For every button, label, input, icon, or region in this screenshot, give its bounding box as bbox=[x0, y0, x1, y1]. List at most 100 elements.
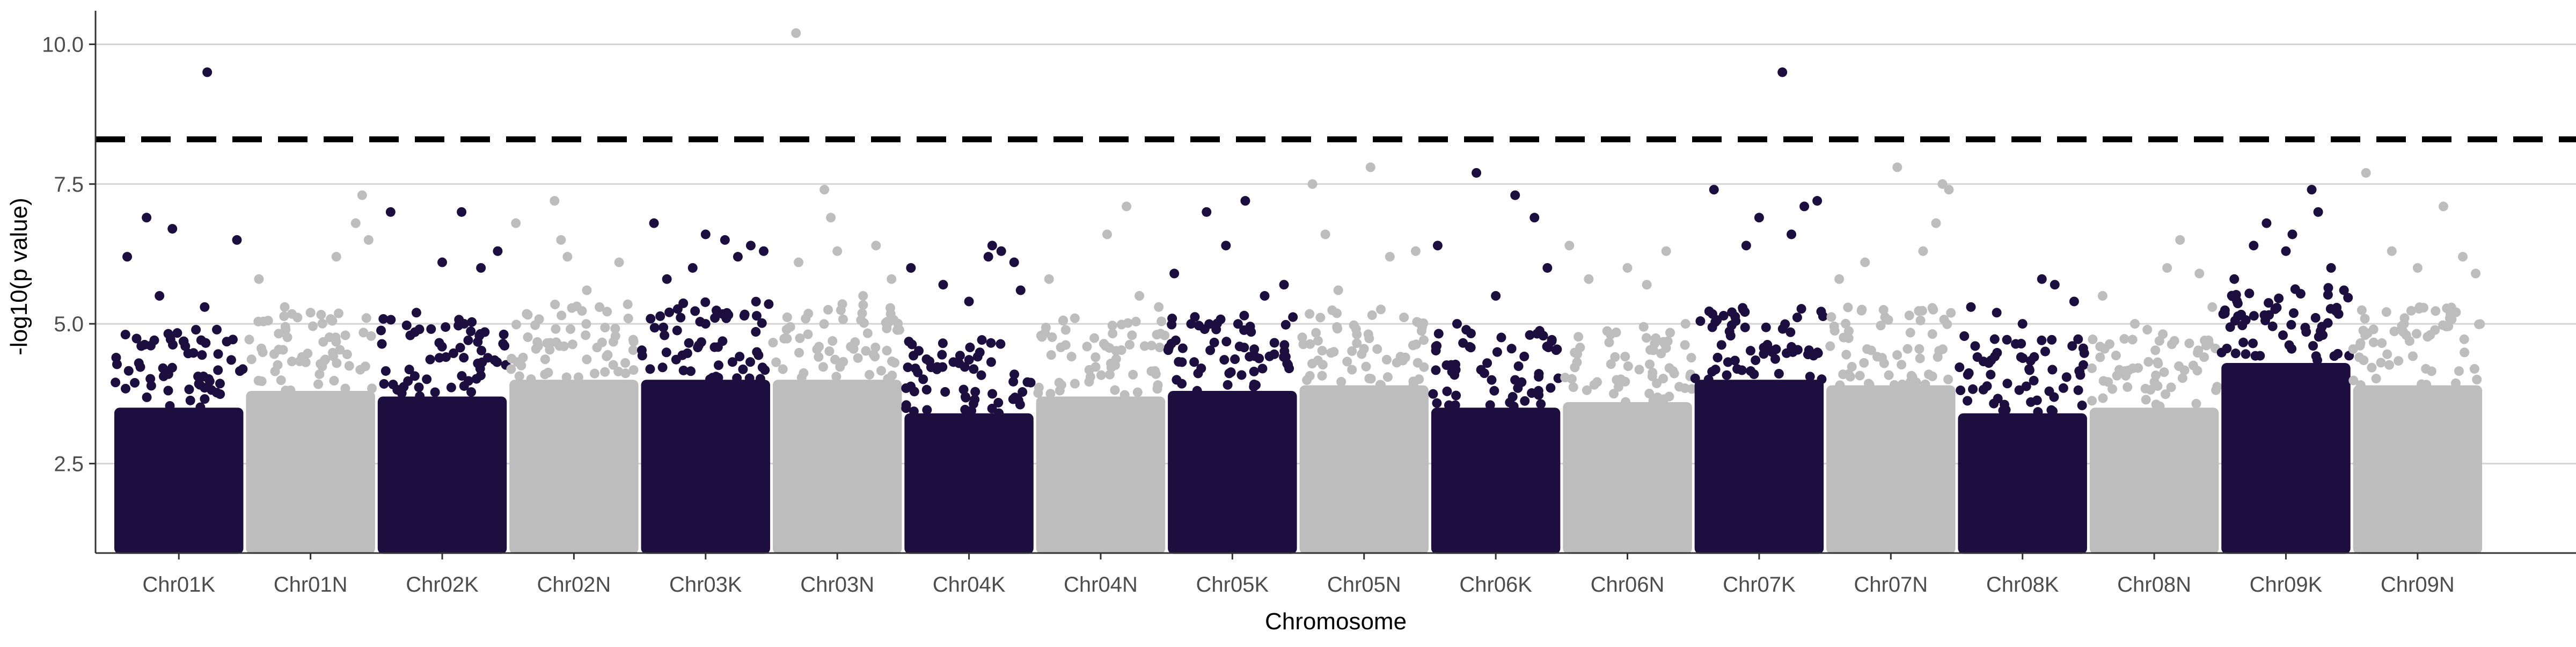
data-point bbox=[1805, 372, 1815, 382]
data-point bbox=[1686, 353, 1696, 363]
data-point bbox=[278, 345, 288, 355]
data-point bbox=[459, 381, 469, 391]
x-tick-label: Chr09K bbox=[2250, 573, 2323, 597]
data-point bbox=[2098, 393, 2108, 403]
data-point bbox=[882, 346, 892, 356]
data-point bbox=[1534, 369, 1544, 379]
data-point bbox=[185, 395, 195, 405]
points-layer bbox=[111, 28, 2485, 554]
data-point bbox=[1722, 370, 1732, 380]
data-point bbox=[751, 327, 761, 337]
data-point bbox=[2295, 289, 2306, 299]
data-point bbox=[377, 339, 387, 349]
data-point bbox=[1046, 350, 1056, 360]
data-point bbox=[1091, 362, 1101, 372]
data-point bbox=[1774, 368, 1784, 379]
data-point bbox=[858, 300, 868, 310]
data-point bbox=[1780, 319, 1790, 329]
data-point bbox=[2095, 352, 2105, 362]
data-point bbox=[215, 379, 225, 389]
data-point bbox=[2238, 337, 2249, 347]
data-point bbox=[1058, 315, 1069, 325]
data-point bbox=[1082, 341, 1092, 352]
data-point bbox=[1613, 382, 1623, 392]
data-point bbox=[165, 401, 175, 411]
data-point bbox=[149, 335, 159, 345]
data-point bbox=[2211, 385, 2221, 395]
data-point bbox=[2438, 201, 2448, 212]
data-point bbox=[577, 306, 587, 316]
data-point bbox=[1889, 380, 1899, 390]
data-point bbox=[2058, 383, 2068, 393]
data-point bbox=[314, 369, 325, 379]
data-point bbox=[1139, 341, 1150, 351]
data-point bbox=[180, 341, 191, 351]
data-point bbox=[499, 329, 509, 339]
data-point bbox=[1928, 304, 1938, 315]
data-point bbox=[590, 368, 600, 379]
data-point bbox=[814, 352, 824, 362]
data-point bbox=[111, 353, 121, 363]
data-point bbox=[907, 339, 917, 350]
data-point bbox=[1418, 335, 1429, 345]
data-point bbox=[2384, 360, 2395, 370]
data-point bbox=[215, 389, 225, 399]
x-tick-label: Chr05K bbox=[1196, 573, 1269, 597]
data-point bbox=[1966, 302, 1976, 312]
data-point bbox=[366, 331, 376, 341]
data-point bbox=[1731, 316, 1741, 326]
data-point bbox=[1529, 213, 1540, 223]
data-point bbox=[2471, 268, 2481, 279]
data-point bbox=[1110, 385, 1120, 395]
data-point bbox=[1233, 319, 1243, 329]
chromosome-Chr09N bbox=[2348, 168, 2485, 554]
data-point bbox=[269, 349, 279, 359]
data-point bbox=[313, 379, 323, 389]
data-point bbox=[2454, 366, 2464, 376]
data-point bbox=[142, 392, 152, 402]
point-band bbox=[1563, 402, 1692, 554]
data-point bbox=[771, 357, 781, 367]
x-tick-label: Chr02N bbox=[537, 573, 611, 597]
data-point bbox=[1066, 352, 1077, 362]
data-point bbox=[814, 341, 824, 352]
data-point bbox=[830, 354, 840, 365]
x-tick-label: Chr07K bbox=[1723, 573, 1796, 597]
data-point bbox=[2311, 351, 2321, 361]
data-point bbox=[1792, 312, 1802, 323]
data-point bbox=[721, 313, 731, 323]
chromosome-Chr02K bbox=[376, 207, 511, 554]
chromosome-Chr08K bbox=[1955, 274, 2089, 554]
data-point bbox=[1108, 329, 1118, 339]
data-point bbox=[1713, 352, 1723, 362]
data-point bbox=[437, 257, 448, 267]
data-point bbox=[1452, 319, 1462, 329]
data-point bbox=[720, 235, 730, 245]
point-band bbox=[772, 380, 902, 554]
data-point bbox=[2097, 291, 2107, 301]
data-point bbox=[213, 365, 223, 375]
chromosome-Chr01N bbox=[244, 190, 377, 554]
data-point bbox=[672, 304, 683, 314]
data-point bbox=[2236, 309, 2246, 319]
data-point bbox=[1352, 329, 1362, 339]
data-point bbox=[972, 352, 983, 362]
x-tick-label: Chr08N bbox=[2117, 573, 2191, 597]
data-point bbox=[1382, 372, 1393, 382]
data-point bbox=[1372, 344, 1382, 354]
data-point bbox=[1826, 312, 1836, 322]
data-point bbox=[678, 365, 689, 375]
data-point bbox=[1663, 336, 1673, 346]
data-point bbox=[1892, 162, 1902, 172]
data-point bbox=[2284, 340, 2294, 350]
data-point bbox=[1606, 359, 1616, 369]
data-point bbox=[2326, 263, 2336, 273]
data-point bbox=[1718, 310, 1729, 321]
data-point bbox=[1841, 318, 1851, 329]
data-point bbox=[955, 351, 965, 361]
data-point bbox=[1661, 246, 1671, 256]
data-point bbox=[1249, 366, 1259, 376]
data-point bbox=[2149, 377, 2160, 387]
data-point bbox=[1492, 347, 1502, 357]
data-point bbox=[2111, 351, 2121, 361]
